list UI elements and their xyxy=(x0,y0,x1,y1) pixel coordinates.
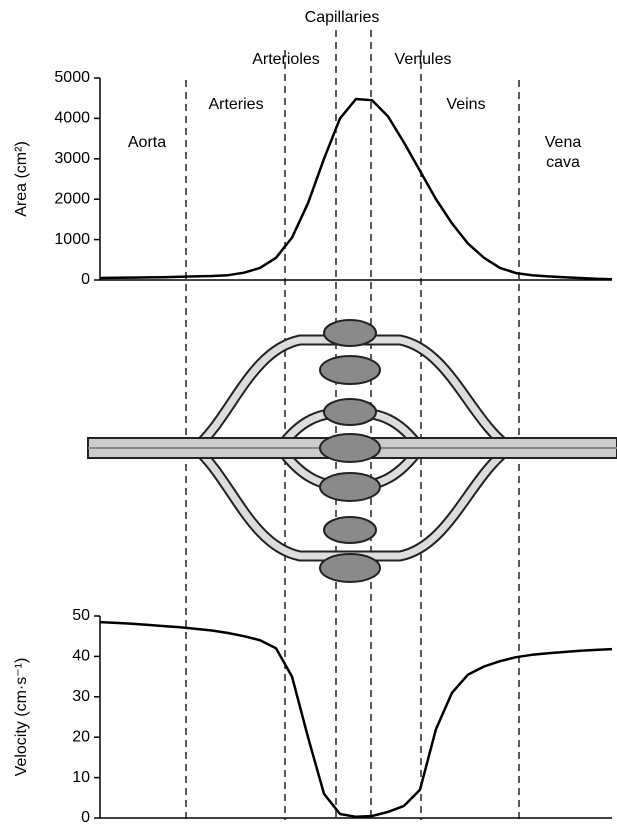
region-label: Venules xyxy=(394,51,452,68)
y-axis-label: Velocity (cm·s⁻¹) xyxy=(13,658,30,777)
region-label: Capillaries xyxy=(304,9,380,26)
data-line xyxy=(99,97,613,281)
capillary-bed xyxy=(323,516,377,544)
region-label: Aorta xyxy=(127,134,167,151)
y-tick-label: 50 xyxy=(72,607,90,624)
capillary-bed xyxy=(323,319,377,347)
capillary-bed xyxy=(323,398,377,426)
y-tick-label: 0 xyxy=(81,809,90,826)
vessel-branch xyxy=(191,444,514,560)
y-axis-label: Area (cm²) xyxy=(13,141,30,217)
data-line xyxy=(99,620,613,819)
region-label: Veins xyxy=(446,96,486,113)
y-tick-label: 40 xyxy=(72,648,90,665)
vessel-branch xyxy=(191,336,514,452)
capillary-bed xyxy=(319,355,381,385)
capillary-bed xyxy=(319,433,381,463)
y-tick-label: 3000 xyxy=(54,150,90,167)
y-tick-label: 20 xyxy=(72,728,90,745)
y-tick-label: 1000 xyxy=(54,231,90,248)
capillary-bed xyxy=(319,472,381,502)
y-tick-label: 10 xyxy=(72,769,90,786)
y-tick-label: 5000 xyxy=(54,69,90,86)
y-tick-label: 4000 xyxy=(54,110,90,127)
vessel-diagram xyxy=(87,319,617,583)
y-tick-label: 2000 xyxy=(54,190,90,207)
region-label: Vena cava xyxy=(544,134,582,171)
region-label: Arterioles xyxy=(252,51,320,68)
y-tick-label: 30 xyxy=(72,688,90,705)
y-tick-label: 0 xyxy=(81,271,90,288)
region-label: Arteries xyxy=(208,96,264,113)
capillary-bed xyxy=(319,553,381,583)
